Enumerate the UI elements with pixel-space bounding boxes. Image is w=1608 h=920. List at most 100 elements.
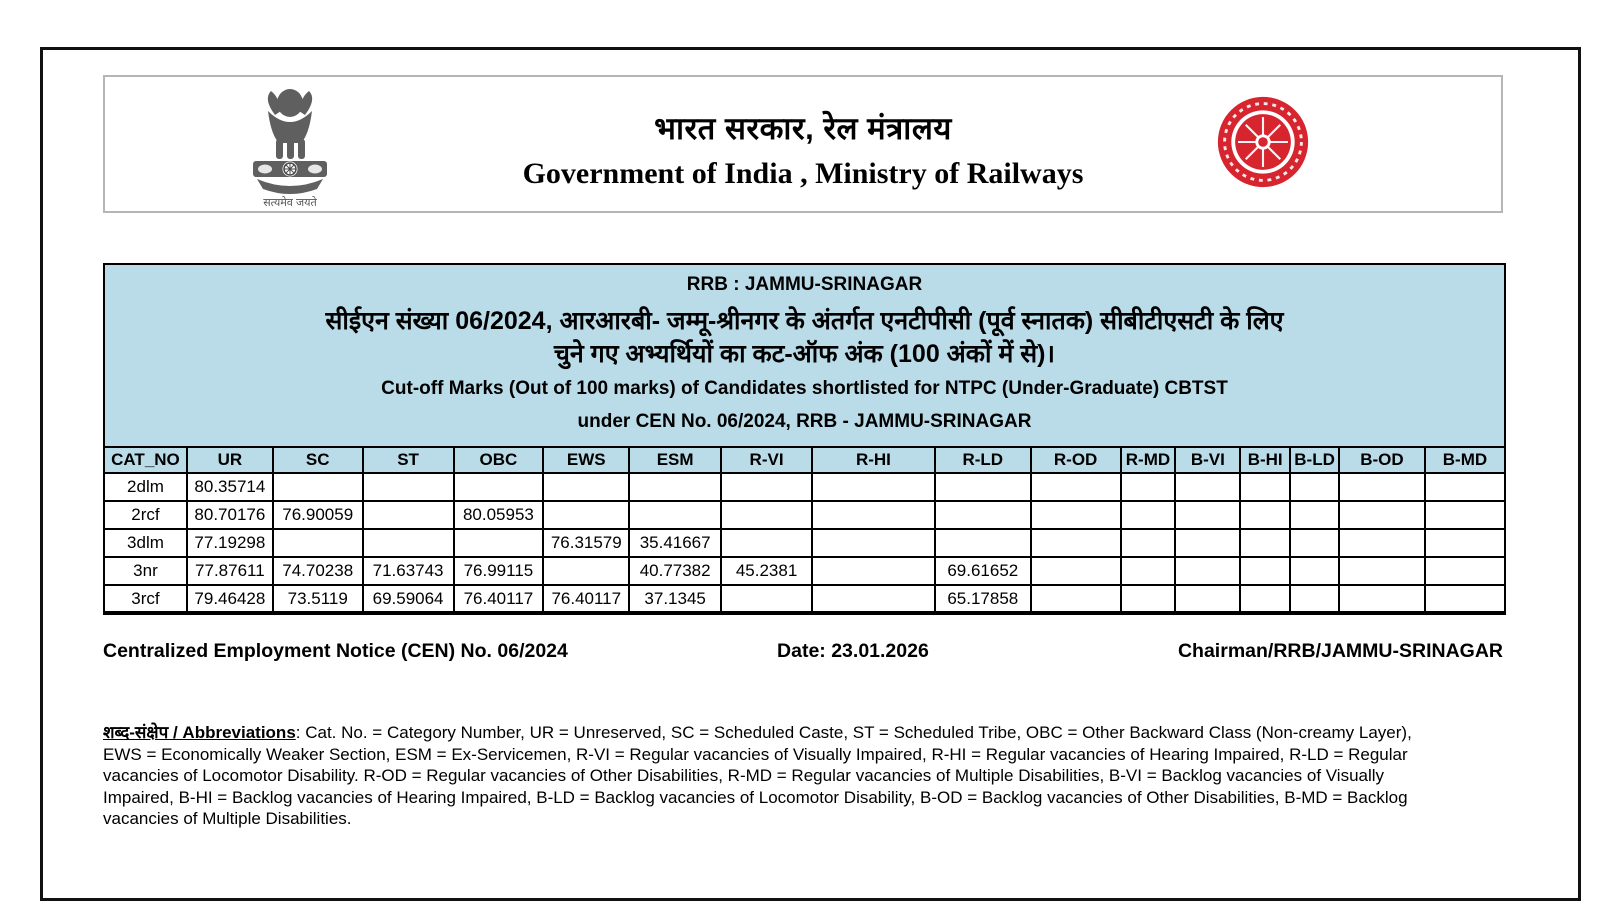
- mark-cell: [720, 528, 814, 558]
- mark-cell: [1029, 584, 1122, 614]
- category-cell: 2dlm: [103, 472, 188, 502]
- column-header-b-hi: B-HI: [1239, 446, 1292, 474]
- mark-cell: [1338, 584, 1426, 614]
- rrb-board-line: RRB : JAMMU-SRINAGAR: [686, 274, 923, 295]
- column-header-b-od: B-OD: [1338, 446, 1426, 474]
- mark-cell: 35.41667: [628, 528, 723, 558]
- letterhead-text: भारत सरकार, रेल मंत्रालय Government of I…: [105, 77, 1501, 211]
- mark-cell: [811, 472, 936, 502]
- column-header-obc: OBC: [452, 446, 545, 474]
- column-header-r-ld: R-LD: [933, 446, 1032, 474]
- mark-cell: 37.1345: [628, 584, 723, 614]
- mark-cell: 45.2381: [720, 556, 814, 586]
- mark-cell: [542, 556, 631, 586]
- column-header-ur: UR: [185, 446, 274, 474]
- mark-cell: [1239, 556, 1292, 586]
- mark-cell: [811, 528, 936, 558]
- mark-cell: [452, 528, 545, 558]
- national-emblem-icon: सत्यमेव जयते: [235, 81, 345, 209]
- mark-cell: [1029, 528, 1122, 558]
- mark-cell: [1423, 472, 1507, 502]
- mark-cell: 71.63743: [361, 556, 455, 586]
- mark-cell: [1338, 500, 1426, 530]
- mark-cell: [1423, 584, 1507, 614]
- notice-title-hindi-line1: सीईएन संख्या 06/2024, आरआरबी- जम्मू-श्री…: [325, 307, 1284, 335]
- mark-cell: [1289, 500, 1341, 530]
- column-header-st: ST: [361, 446, 455, 474]
- mark-cell: 73.5119: [271, 584, 364, 614]
- column-header-r-hi: R-HI: [811, 446, 936, 474]
- notice-title: RRB : JAMMU-SRINAGAR सीईएन संख्या 06/202…: [103, 263, 1506, 446]
- document-footer: Centralized Employment Notice (CEN) No. …: [103, 640, 1503, 663]
- cutoff-table: CAT_NO UR SC ST OBC EWS ESM R-VI R-HI R-LD R-OD R-M…: [103, 446, 1507, 615]
- mark-cell: [1289, 472, 1341, 502]
- ministry-title-hindi: भारत सरकार, रेल मंत्रालय: [654, 111, 952, 146]
- table-row: 3nr 77.87611 74.70238 71.63743 76.99115 40.77…: [103, 556, 1507, 586]
- mark-cell: [1174, 500, 1242, 530]
- date-text: Date: 23.01.2026: [777, 640, 929, 662]
- mark-cell: [933, 528, 1032, 558]
- category-cell: 2rcf: [103, 500, 188, 530]
- mark-cell: [361, 472, 455, 502]
- notice-title-english-line2: under CEN No. 06/2024, RRB - JAMMU-SRINA…: [577, 411, 1032, 432]
- mark-cell: [1174, 556, 1242, 586]
- mark-cell: [1423, 500, 1507, 530]
- letterhead: सत्यमेव जयते भारत सरकार, रेल मंत्रालय Go…: [103, 75, 1503, 213]
- mark-cell: [1029, 556, 1122, 586]
- mark-cell: [1119, 528, 1177, 558]
- mark-cell: 69.61652: [933, 556, 1032, 586]
- mark-cell: 80.70176: [185, 500, 274, 530]
- mark-cell: [1029, 472, 1122, 502]
- column-header-b-ld: B-LD: [1289, 446, 1341, 474]
- mark-cell: 76.40117: [452, 584, 545, 614]
- category-cell: 3rcf: [103, 584, 188, 614]
- mark-cell: [271, 472, 364, 502]
- mark-cell: [1174, 528, 1242, 558]
- mark-cell: [361, 500, 455, 530]
- mark-cell: 65.17858: [933, 584, 1032, 614]
- table-row: 3rcf 79.46428 73.5119 69.59064 76.40117 76.40…: [103, 584, 1507, 614]
- mark-cell: [271, 528, 364, 558]
- mark-cell: [1119, 584, 1177, 614]
- mark-cell: [628, 500, 723, 530]
- mark-cell: 76.99115: [452, 556, 545, 586]
- mark-cell: [720, 500, 814, 530]
- abbreviations-body: : Cat. No. = Category Number, UR = Unres…: [103, 723, 1412, 828]
- signatory-text: Chairman/RRB/JAMMU-SRINAGAR: [1177, 640, 1503, 662]
- column-header-r-od: R-OD: [1029, 446, 1122, 474]
- column-header-b-md: B-MD: [1423, 446, 1507, 474]
- mark-cell: 69.59064: [361, 584, 455, 614]
- column-header-cat-no: CAT_NO: [103, 446, 188, 474]
- mark-cell: [1174, 584, 1242, 614]
- cen-notice-text: Centralized Employment Notice (CEN) No. …: [103, 640, 568, 662]
- category-cell: 3dlm: [103, 528, 188, 558]
- emblem-motto: सत्यमेव जयते: [263, 196, 317, 209]
- mark-cell: 74.70238: [271, 556, 364, 586]
- mark-cell: [1338, 556, 1426, 586]
- mark-cell: [1338, 472, 1426, 502]
- notice-title-english-line1: Cut-off Marks (Out of 100 marks) of Cand…: [381, 378, 1228, 399]
- table-row: 3dlm 77.19298 76.31579 35.41667: [103, 528, 1507, 558]
- mark-cell: 77.19298: [185, 528, 274, 558]
- mark-cell: [628, 472, 723, 502]
- table-row: 2dlm 80.35714: [103, 472, 1507, 502]
- mark-cell: [361, 528, 455, 558]
- mark-cell: 79.46428: [185, 584, 274, 614]
- table-body: 2dlm 80.35714 2rcf 80.70176 76.90059 80.05953…: [103, 472, 1507, 614]
- table-header-row: CAT_NO UR SC ST OBC EWS ESM R-VI R-HI R-LD R-OD R-M…: [103, 446, 1507, 474]
- mark-cell: [1119, 556, 1177, 586]
- indian-railways-logo-icon: [1215, 94, 1311, 190]
- mark-cell: 77.87611: [185, 556, 274, 586]
- abbreviations-paragraph: शब्द-संक्षेप / Abbreviations: Cat. No. =…: [103, 722, 1451, 830]
- mark-cell: [1423, 556, 1507, 586]
- mark-cell: [1119, 472, 1177, 502]
- mark-cell: [1239, 472, 1292, 502]
- column-header-r-vi: R-VI: [720, 446, 814, 474]
- mark-cell: [933, 500, 1032, 530]
- column-header-esm: ESM: [628, 446, 723, 474]
- mark-cell: [720, 472, 814, 502]
- mark-cell: 80.35714: [185, 472, 274, 502]
- mark-cell: 76.31579: [542, 528, 631, 558]
- column-header-ews: EWS: [542, 446, 631, 474]
- mark-cell: [1239, 500, 1292, 530]
